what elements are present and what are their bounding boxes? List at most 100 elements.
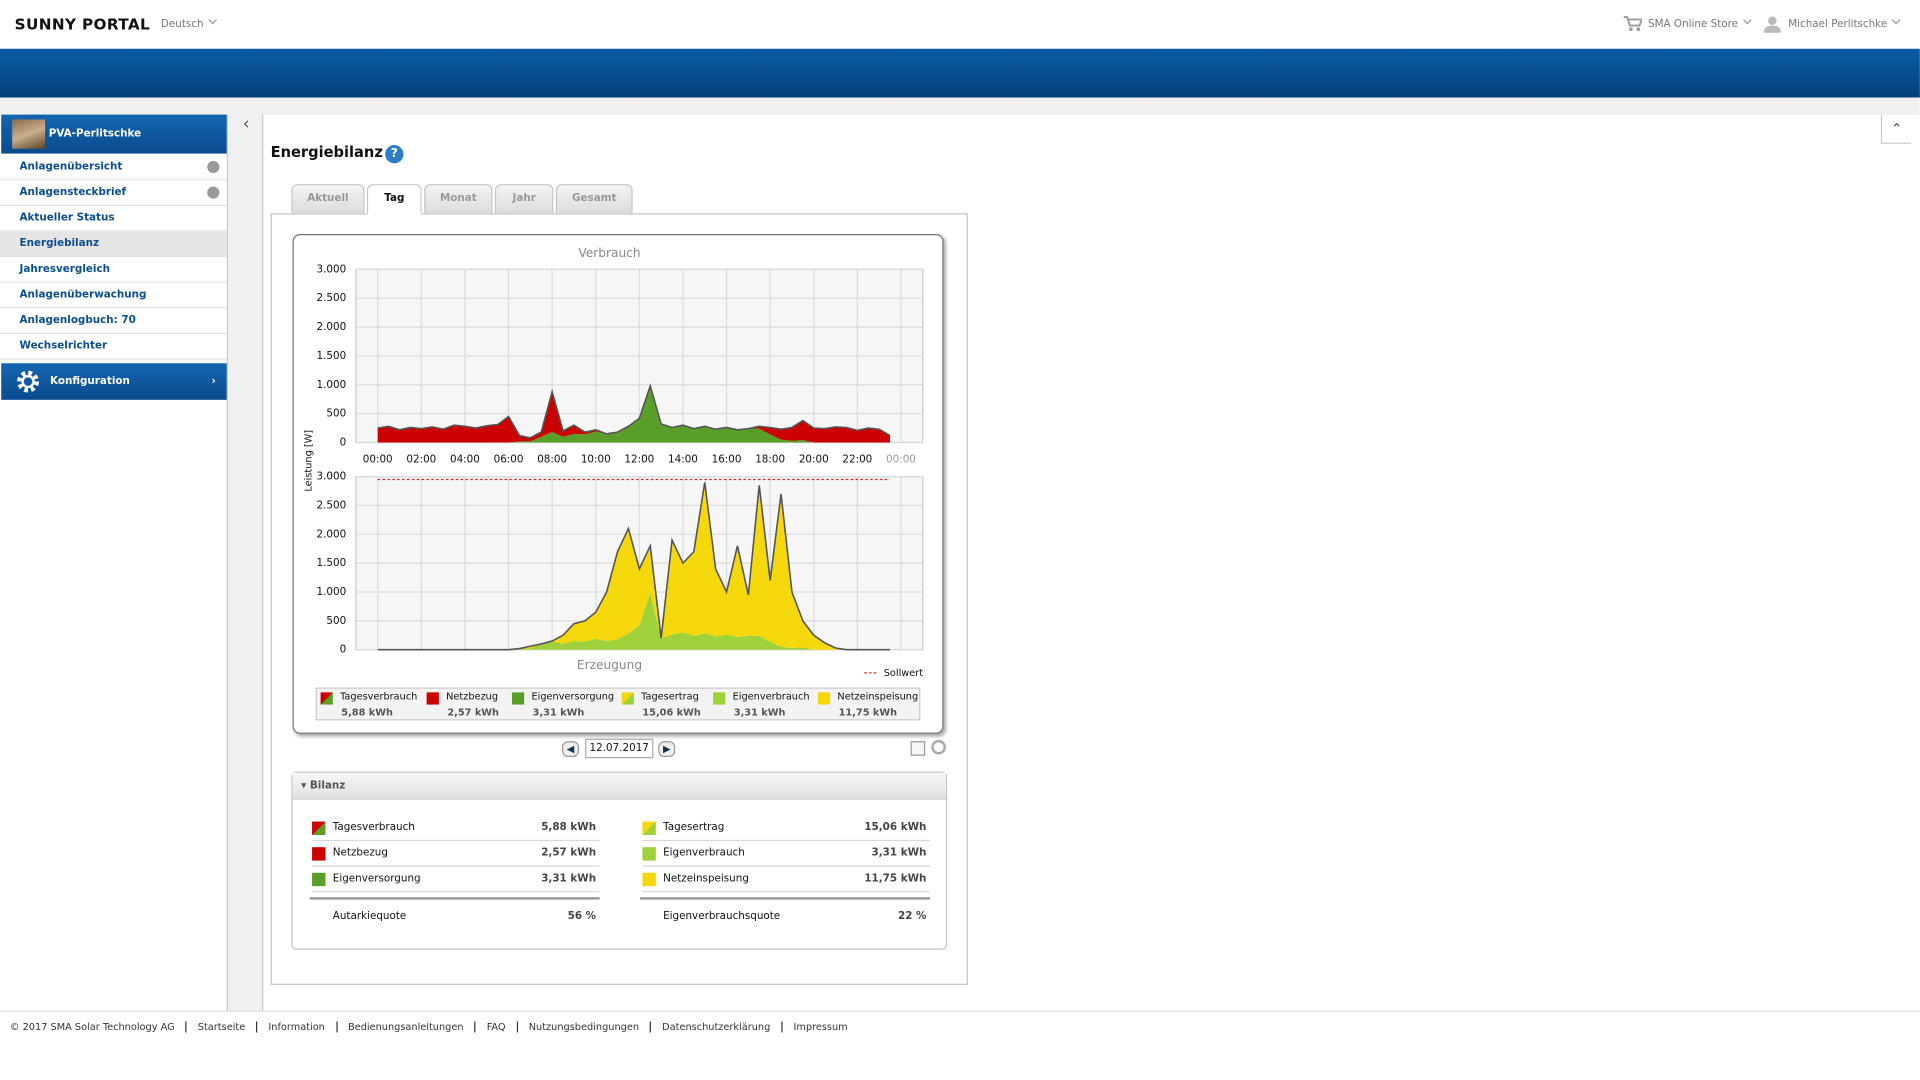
y-tick-label: 2.500	[317, 292, 347, 304]
legend-value: 15,06 kWh	[642, 707, 700, 718]
plant-name: PVA-Perlitschke	[49, 128, 141, 140]
footer-link[interactable]: FAQ	[475, 1021, 517, 1032]
balance-row: Netzeinspeisung11,75 kWh	[642, 867, 930, 893]
user: Michael Perlitschke	[1788, 18, 1887, 30]
x-tick-label: 18:00	[755, 454, 785, 466]
y-tick-label: 1.000	[317, 379, 347, 391]
help-icon[interactable]: ?	[385, 145, 403, 163]
menu-item[interactable]: Anlagenlogbuch: 70	[0, 308, 227, 334]
menu-item[interactable]: Anlagensteckbrief	[0, 180, 227, 206]
menu-item[interactable]: Jahresvergleich	[0, 257, 227, 283]
footer-link[interactable]: Datenschutzerklärung	[650, 1021, 781, 1032]
balance-name: Eigenversorgung	[333, 867, 421, 893]
cart-icon	[1624, 16, 1642, 32]
x-tick-label: 08:00	[537, 454, 567, 466]
prev-day[interactable]: ◀	[562, 741, 579, 757]
menu-item-active[interactable]: Energiebilanz	[0, 232, 227, 258]
page-title: Energiebilanz	[271, 144, 383, 161]
legend-swatch	[427, 692, 439, 704]
table-icon[interactable]	[911, 741, 926, 756]
balance-row: Netzbezug2,57 kWh	[312, 841, 600, 867]
scroll-top-button[interactable]: ⌃	[1881, 115, 1911, 144]
energy-charts: 05001.0001.5002.0002.5003.00000:0002:000…	[293, 234, 945, 735]
x-tick-label: 16:00	[712, 454, 742, 466]
user-menu[interactable]: Michael Perlitschke	[1788, 17, 1899, 30]
menu-label: Energiebilanz	[20, 238, 100, 250]
footer-link[interactable]: Bedienungsanleitungen	[336, 1021, 475, 1032]
balance-title: Bilanz	[310, 780, 345, 792]
chart-title: Verbrauch	[578, 246, 640, 260]
x-tick-label: 02:00	[406, 454, 436, 466]
plant-selector[interactable]: PVA-Perlitschke	[1, 115, 227, 154]
x-tick-label: 00:00	[363, 454, 393, 466]
reference-legend-label: Sollwert	[884, 668, 924, 679]
blue-banner	[0, 49, 1920, 98]
tab[interactable]: Jahr	[495, 184, 554, 214]
menu-item[interactable]: Anlagenübersicht	[0, 155, 227, 181]
balance-name: Eigenverbrauch	[663, 841, 745, 867]
legend-value: 3,31 kWh	[734, 707, 786, 718]
chart-title: Erzeugung	[577, 658, 642, 672]
legend-value: 3,31 kWh	[533, 707, 585, 718]
collapse-button[interactable]: ‹	[234, 115, 258, 139]
y-tick-label: 1.500	[317, 557, 347, 569]
tab-active[interactable]: Tag	[367, 184, 422, 214]
balance-value: 3,31 kWh	[541, 867, 596, 893]
x-tick-label: 00:00	[886, 454, 916, 466]
balance-row: Tagesverbrauch5,88 kWh	[312, 815, 600, 841]
menu-item[interactable]: Wechselrichter	[0, 334, 227, 360]
language-select[interactable]: Deutsch	[161, 17, 216, 30]
balance-swatch	[312, 822, 325, 835]
balance-value: 2,57 kWh	[541, 841, 596, 867]
balance-name: Netzeinspeisung	[663, 867, 749, 893]
user-icon	[1764, 16, 1781, 33]
footer-link[interactable]: Startseite	[186, 1021, 257, 1032]
footer-link[interactable]: Impressum	[781, 1021, 858, 1032]
menu-item[interactable]: Aktueller Status	[0, 206, 227, 232]
logo[interactable]: SUNNY PORTAL	[15, 15, 150, 33]
footer-links: © 2017 SMA Solar Technology AGStartseite…	[10, 1021, 859, 1032]
balance-value: 3,31 kWh	[872, 841, 927, 867]
tab[interactable]: Monat	[424, 184, 492, 214]
menu-item[interactable]: Anlagenüberwachung	[0, 283, 227, 309]
y-tick-label: 500	[326, 408, 346, 420]
x-tick-label: 04:00	[450, 454, 480, 466]
balance-swatch	[642, 847, 655, 860]
x-tick-label: 14:00	[668, 454, 698, 466]
config-menu[interactable]: Konfiguration ›	[1, 363, 227, 400]
top-bar: SUNNY PORTAL Deutsch SMA Online Store Mi…	[0, 0, 1920, 49]
balance-value: 5,88 kWh	[541, 815, 596, 841]
legend-swatch	[622, 692, 634, 704]
next-day[interactable]: ▶	[658, 741, 675, 757]
rate-value: 22 %	[642, 911, 926, 923]
balance-divider	[310, 897, 600, 899]
legend-swatch	[713, 692, 725, 704]
tab[interactable]: Gesamt	[556, 184, 633, 214]
language: Deutsch	[161, 18, 204, 30]
y-tick-label: 0	[340, 644, 347, 656]
gear-icon	[16, 369, 40, 393]
balance-divider	[640, 897, 930, 899]
copyright: © 2017 SMA Solar Technology AG	[10, 1021, 186, 1032]
legend-value: 2,57 kWh	[447, 707, 499, 718]
date-field[interactable]: 12.07.2017	[585, 739, 653, 759]
footer-link[interactable]: Nutzungsbedingungen	[517, 1021, 650, 1032]
y-tick-label: 1.000	[317, 586, 347, 598]
settings-icon[interactable]	[931, 740, 946, 755]
y-tick-label: 0	[340, 436, 347, 448]
legend-name: Tagesverbrauch	[340, 691, 417, 702]
legend-name: Netzbezug	[446, 691, 498, 702]
balance-header[interactable]: ▾ Bilanz	[293, 773, 946, 800]
y-tick-label: 500	[326, 615, 346, 627]
legend-value: 5,88 kWh	[341, 707, 393, 718]
tab[interactable]: Aktuell	[291, 184, 364, 214]
legend-swatch	[321, 692, 333, 704]
balance-value: 15,06 kWh	[864, 815, 926, 841]
footer: © 2017 SMA Solar Technology AGStartseite…	[0, 1011, 1920, 1080]
balance-row: Tagesertrag15,06 kWh	[642, 815, 930, 841]
footer-link[interactable]: Information	[256, 1021, 336, 1032]
store-link[interactable]: SMA Online Store	[1648, 17, 1750, 30]
x-tick-label: 12:00	[624, 454, 654, 466]
config-label: Konfiguration	[50, 375, 130, 387]
